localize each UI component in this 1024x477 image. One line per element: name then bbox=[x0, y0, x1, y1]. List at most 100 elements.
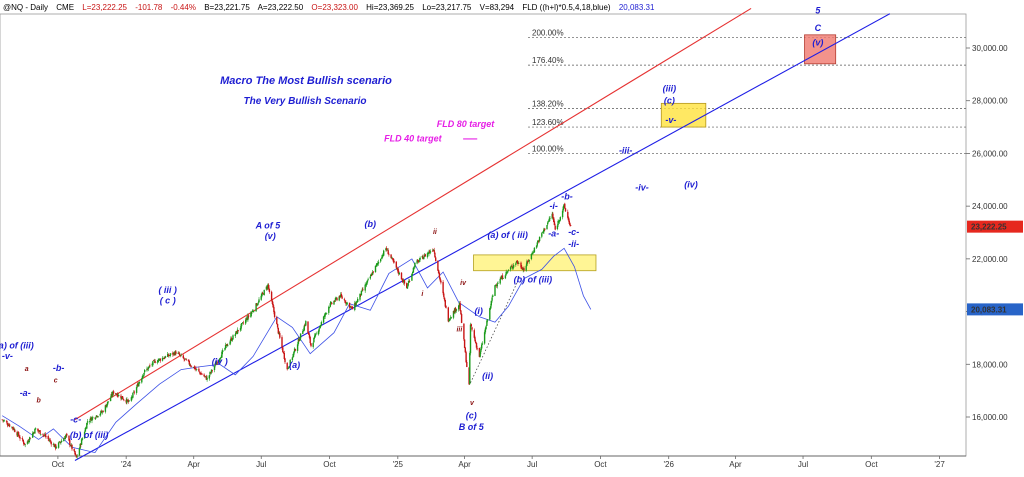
x-tick-label: Oct bbox=[865, 460, 878, 469]
header-change: -101.78 bbox=[135, 3, 163, 12]
candle-body bbox=[182, 355, 184, 359]
y-tick-label: 18,000.00 bbox=[972, 360, 1008, 369]
candle-body bbox=[18, 436, 20, 438]
candle-body bbox=[440, 280, 442, 283]
candle-body bbox=[385, 248, 387, 251]
candle-body bbox=[178, 353, 181, 356]
candle-body bbox=[118, 394, 120, 397]
wave-label: -ii- bbox=[568, 239, 579, 249]
candle-body bbox=[499, 278, 501, 284]
candle-body bbox=[158, 358, 160, 361]
candle-body bbox=[340, 294, 343, 297]
candle-body bbox=[479, 351, 481, 357]
candle-body bbox=[80, 444, 82, 445]
candle-body bbox=[288, 367, 290, 368]
candle-body bbox=[361, 289, 363, 291]
candle-body bbox=[548, 218, 550, 222]
candle-body bbox=[413, 268, 415, 269]
price-tag-box bbox=[967, 220, 1023, 233]
candle-body bbox=[535, 245, 538, 248]
candle-body bbox=[251, 310, 253, 312]
x-tick-label: Jul bbox=[798, 460, 808, 469]
candle-body bbox=[445, 306, 447, 308]
candle-body bbox=[257, 302, 259, 304]
candle-body bbox=[99, 413, 101, 416]
candle-body bbox=[1, 419, 3, 421]
candle-body bbox=[567, 217, 570, 221]
candle-body bbox=[59, 441, 61, 443]
candle-body bbox=[276, 317, 278, 325]
candle-body bbox=[464, 347, 466, 353]
candle-body bbox=[175, 351, 177, 354]
candle-body bbox=[463, 323, 465, 340]
candle-body bbox=[43, 435, 46, 436]
candle-body bbox=[444, 299, 446, 307]
wave-label: (a) bbox=[289, 360, 300, 370]
candle-body bbox=[527, 260, 530, 262]
candle-body bbox=[437, 269, 440, 274]
candle-body bbox=[375, 264, 377, 266]
candle-body bbox=[278, 333, 280, 334]
candle-body bbox=[322, 316, 325, 323]
candle-body bbox=[187, 359, 190, 362]
candle-body bbox=[232, 335, 234, 340]
candle-body bbox=[152, 360, 155, 361]
candle-body bbox=[262, 292, 264, 294]
candle-body bbox=[532, 253, 534, 254]
candle-body bbox=[102, 411, 104, 412]
candle-body bbox=[242, 322, 245, 324]
candle-body bbox=[489, 306, 492, 309]
wave-label: b bbox=[36, 398, 41, 405]
candle-body bbox=[516, 260, 518, 263]
candle-body bbox=[308, 334, 311, 338]
candle-body bbox=[309, 336, 311, 343]
candle-body bbox=[561, 210, 564, 218]
candle-body bbox=[2, 419, 4, 421]
candle-body bbox=[564, 203, 566, 209]
candle-body bbox=[115, 394, 118, 396]
candle-body bbox=[400, 272, 403, 280]
candle-body bbox=[328, 306, 330, 313]
candle-body bbox=[396, 268, 398, 269]
candle-body bbox=[426, 253, 429, 258]
x-tick-label: Apr bbox=[729, 460, 742, 469]
candle-body bbox=[344, 300, 346, 303]
candle-body bbox=[460, 310, 462, 315]
candle-body bbox=[397, 267, 399, 272]
header-exchange: CME bbox=[56, 3, 74, 12]
candle-body bbox=[283, 353, 285, 359]
candle-body bbox=[258, 299, 260, 303]
price-tag-box bbox=[967, 303, 1023, 316]
candle-body bbox=[142, 375, 144, 377]
candle-body bbox=[414, 262, 416, 268]
wave-label: -iii- bbox=[619, 145, 633, 155]
wave-label: (a) of ( iii) bbox=[487, 230, 528, 240]
candle-body bbox=[270, 291, 273, 300]
candle-body bbox=[395, 261, 397, 268]
candle-body bbox=[362, 289, 364, 291]
candle-body bbox=[318, 328, 320, 332]
candle-body bbox=[312, 342, 314, 347]
candle-body bbox=[245, 319, 247, 324]
candle-body bbox=[253, 311, 255, 312]
candle-body bbox=[325, 313, 328, 314]
candle-body bbox=[3, 420, 6, 422]
candle-body bbox=[388, 254, 390, 255]
candle-body bbox=[131, 396, 133, 398]
candle-body bbox=[496, 284, 498, 287]
candle-body bbox=[570, 225, 572, 226]
price-tag-label: 23,222.25 bbox=[971, 223, 1007, 232]
candle-body bbox=[380, 258, 382, 262]
wave-label: a bbox=[25, 366, 29, 373]
wave-label: -a- bbox=[20, 388, 31, 398]
candle-body bbox=[6, 421, 8, 423]
candle-body bbox=[412, 271, 414, 274]
header-open: O=23,323.00 bbox=[311, 3, 358, 12]
candle-body bbox=[439, 277, 441, 281]
candle-body bbox=[475, 343, 478, 348]
candle-body bbox=[339, 295, 341, 298]
wave-label: A of 5 bbox=[255, 221, 282, 231]
x-tick-label: Oct bbox=[594, 460, 607, 469]
candle-body bbox=[298, 339, 300, 342]
candle-body bbox=[386, 248, 388, 251]
